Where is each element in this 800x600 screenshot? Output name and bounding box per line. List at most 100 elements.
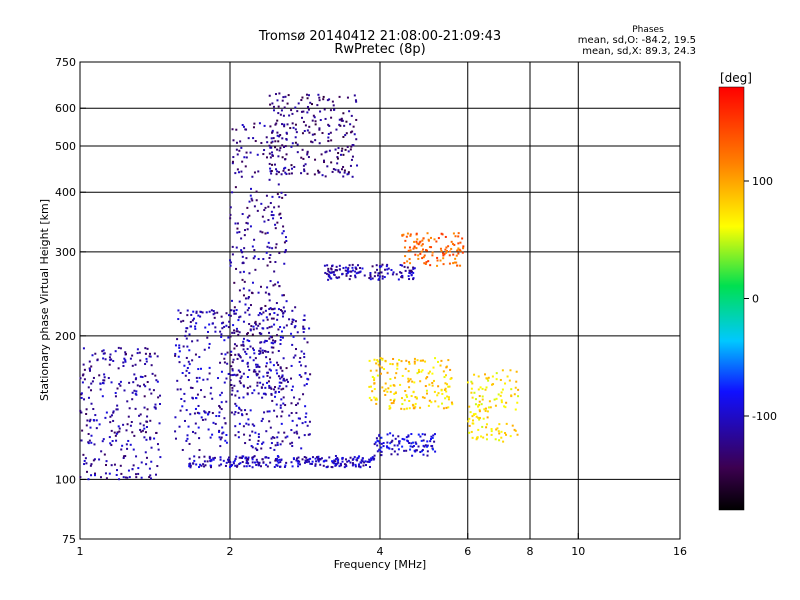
data-point (304, 459, 307, 462)
data-point (260, 420, 263, 423)
data-point (404, 269, 407, 272)
data-point (85, 408, 88, 411)
data-point (327, 123, 330, 126)
data-point (467, 420, 470, 423)
data-point (244, 350, 247, 353)
data-point (303, 356, 306, 359)
data-point (332, 270, 335, 273)
data-point (350, 145, 353, 148)
data-point (259, 285, 262, 288)
data-point (291, 385, 294, 388)
data-point (378, 441, 381, 444)
data-point (251, 392, 254, 395)
data-point (266, 231, 269, 234)
data-point (214, 330, 217, 333)
data-point (285, 153, 288, 156)
data-point (102, 438, 105, 441)
data-point (246, 228, 249, 231)
data-point (264, 309, 267, 312)
data-point (408, 271, 411, 274)
data-point (282, 357, 285, 360)
data-point (337, 152, 340, 155)
data-point (369, 278, 372, 281)
data-point (218, 436, 221, 439)
data-point (303, 170, 306, 173)
data-point (222, 459, 225, 462)
data-point (485, 423, 488, 426)
data-point (259, 350, 262, 353)
data-point (195, 311, 198, 314)
data-point (149, 355, 152, 358)
data-point (414, 441, 417, 444)
data-point (298, 417, 301, 420)
data-point (237, 369, 240, 372)
data-point (249, 356, 252, 359)
data-point (233, 459, 236, 462)
data-point (484, 388, 487, 391)
data-point (426, 440, 429, 443)
x-axis-label: Frequency [MHz] (334, 558, 426, 571)
data-point (267, 205, 270, 208)
data-point (426, 444, 429, 447)
data-point (266, 381, 269, 384)
data-point (217, 430, 220, 433)
data-point (310, 103, 313, 106)
data-point (505, 433, 508, 436)
data-point (447, 245, 450, 248)
data-point (475, 415, 478, 418)
data-point (386, 441, 389, 444)
data-point (250, 197, 253, 200)
data-point (359, 465, 362, 468)
data-point (265, 136, 268, 139)
data-point (307, 433, 310, 436)
data-point (392, 399, 395, 402)
data-point (349, 456, 352, 459)
data-point (329, 109, 332, 112)
data-point (501, 388, 504, 391)
data-point (304, 163, 307, 166)
data-point (200, 416, 203, 419)
data-point (231, 128, 234, 131)
data-point (248, 464, 251, 467)
data-point (309, 457, 312, 460)
data-point (448, 254, 451, 257)
data-point (187, 360, 190, 363)
data-point (508, 379, 511, 382)
data-point (315, 460, 318, 463)
data-point (276, 464, 279, 467)
data-point (514, 386, 517, 389)
data-point (351, 144, 354, 147)
data-point (380, 454, 383, 457)
data-point (283, 106, 286, 109)
data-point (429, 264, 432, 267)
data-point (148, 476, 151, 479)
data-point (125, 443, 128, 446)
data-point (396, 444, 399, 447)
data-point (422, 444, 425, 447)
data-point (314, 139, 317, 142)
data-point (288, 172, 291, 175)
data-point (252, 126, 255, 129)
data-point (395, 273, 398, 276)
data-point (213, 312, 216, 315)
data-point (480, 435, 483, 438)
data-point (279, 147, 282, 150)
data-point (83, 463, 86, 466)
data-point (403, 261, 406, 264)
data-point (297, 456, 300, 459)
data-point (126, 423, 129, 426)
data-point (491, 375, 494, 378)
data-point (378, 275, 381, 278)
data-point (178, 346, 181, 349)
data-point (328, 98, 331, 101)
data-point (457, 232, 460, 235)
data-point (341, 168, 344, 171)
data-point (138, 414, 141, 417)
data-point (269, 361, 272, 364)
data-point (231, 162, 234, 165)
data-point (316, 456, 319, 459)
data-point (274, 459, 277, 462)
data-point (134, 407, 137, 410)
data-point (186, 366, 189, 369)
data-point (306, 153, 309, 156)
